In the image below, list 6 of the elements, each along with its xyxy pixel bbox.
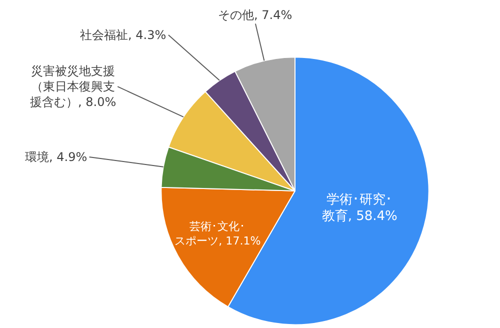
slice-label: 環境, 4.9% [25,150,88,164]
slice-label: 社会福祉, 4.3% [80,28,166,42]
slice-label: 学術･研究･教育, 58.4% [322,192,398,224]
slice-label: 芸術･文化･スポーツ, 17.1% [174,220,261,248]
slice-label: その他, 7.4% [218,8,292,22]
slice-label: 災害被災地支援（東日本復興支援含む）, 8.0% [30,64,116,110]
